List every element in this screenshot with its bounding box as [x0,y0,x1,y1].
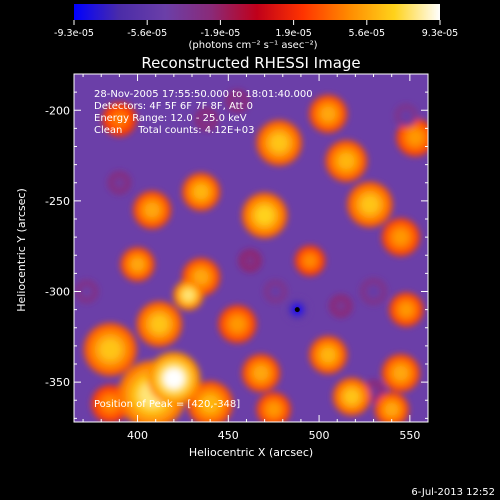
x-tick-label: 450 [218,429,239,442]
colorbar-tick-label: 1.9e-05 [275,28,311,39]
heatmap-blob [173,280,204,311]
colorbar: -9.3e-05 -5.6e-05 -1.9e-05 1.9e-05 5.6e-05 9.… [54,4,458,51]
footer-date: 6-Jul-2013 12:52 [411,487,495,498]
map-marker-dot [294,307,300,313]
heatmap-blob [332,377,371,416]
heatmap-blob [238,249,262,272]
y-axis-label: Heliocentric Y (arcsec) [15,188,28,312]
heatmap-blob [381,354,420,392]
y-tick-label: -200 [45,104,70,117]
colorbar-units: (photons cm⁻² s⁻¹ asec⁻²) [188,40,317,51]
heatmap-blob [195,108,218,131]
info-block: 28-Nov-2005 17:55:50.000 to 18:01:40.000… [94,89,313,136]
colorbar-tick-label: 5.6e-05 [349,28,385,39]
heatmap-blob [325,140,368,182]
colorbar-tick-label: -5.6e-05 [127,28,167,39]
x-axis-label: Heliocentric X (arcsec) [189,446,313,459]
colorbar-tick-label: -9.3e-05 [54,28,94,39]
heatmap-blob [389,292,424,327]
heatmap-blob [120,247,155,282]
heatmap-blob [133,191,171,229]
heatmap-blob [83,323,137,376]
heatmap-blob [226,89,249,113]
heatmap-blob [309,95,347,133]
heatmap-blob [242,192,288,238]
heatmap-blob [136,301,182,347]
colorbar-tick-label: -1.9e-05 [200,28,240,39]
heatmap-blobs [75,89,428,422]
x-tick-label: 400 [127,429,148,442]
heatmap-blob [218,305,257,343]
heatmap-blob [75,280,99,303]
heatmap-blob [147,352,201,405]
colorbar-gradient [74,4,440,20]
heatmap-blob [394,104,418,127]
heatmap-blob [242,354,280,392]
heatmap-blob [329,294,353,318]
heatmap-blob [256,120,302,166]
heatmap-blob [360,278,387,305]
heatmap-blob [182,172,220,211]
info-time-range: 28-Nov-2005 17:55:50.000 to 18:01:40.000 [94,89,313,100]
heatmap-blob [347,181,393,228]
heatmap-blob [256,392,291,422]
plot-title: Reconstructed RHESSI Image [141,54,360,72]
heatmap-blob [102,102,137,137]
y-tick-label: -350 [45,376,70,389]
plot-frame [73,73,429,423]
info-clean-counts: Clean Total counts: 4.12E+03 [94,125,254,136]
heatmap-image [74,74,428,422]
heatmap-blob [108,171,131,195]
info-energy-range: Energy Range: 12.0 - 25.0 keV [94,113,247,124]
heatmap-blob [374,392,409,422]
x-tick-label: 500 [309,429,330,442]
peak-position-label: Position of Peak = [420,-348] [94,399,240,410]
y-tick-label: -250 [45,195,70,208]
heatmap-blob [309,336,347,374]
x-tick-label: 550 [399,429,420,442]
colorbar-ticks: -9.3e-05 -5.6e-05 -1.9e-05 1.9e-05 5.6e-05 9.… [54,20,458,39]
colorbar-tick-label: 9.3e-05 [422,28,458,39]
heatmap-blob [187,381,233,422]
heatmap-blob [381,218,420,256]
y-tick-label: -300 [45,286,70,299]
info-detectors: Detectors: 4F 5F 6F 7F 8F, Att 0 [94,101,253,112]
axis-ticks: 400 450 500 550 -200 -250 -300 -350 [45,73,429,442]
heatmap-blob [264,280,287,303]
heatmap-blob [294,245,326,276]
heatmap-blob [396,118,428,157]
